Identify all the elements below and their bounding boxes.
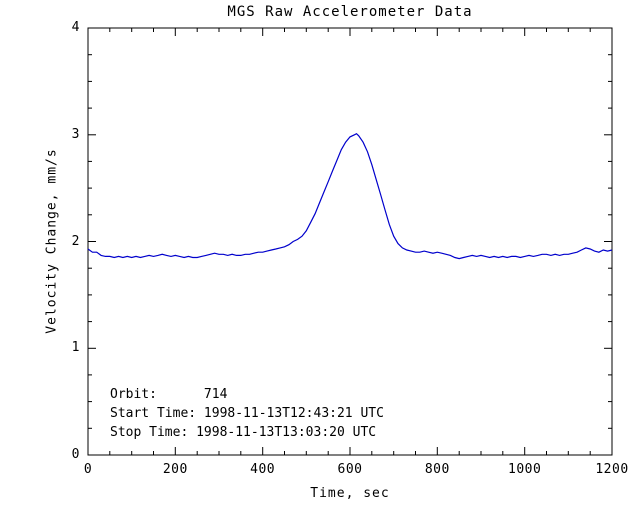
x-tick-label: 400 xyxy=(250,462,276,477)
y-tick-label: 0 xyxy=(71,447,80,462)
annotations: Orbit: 714 Start Time: 1998-11-13T12:43:… xyxy=(110,385,384,442)
y-tick-label: 2 xyxy=(71,233,80,249)
y-tick-label: 3 xyxy=(71,126,80,142)
x-axis-label: Time, sec xyxy=(310,486,390,501)
start-time-annotation: Start Time: 1998-11-13T12:43:21 UTC xyxy=(110,406,384,421)
orbit-annotation: Orbit: 714 xyxy=(110,387,228,402)
y-tick-label: 4 xyxy=(71,20,80,35)
x-tick-label: 1200 xyxy=(595,462,629,477)
x-tick-label: 0 xyxy=(83,462,93,477)
y-tick-label: 1 xyxy=(71,340,80,356)
stop-time-annotation: Stop Time: 1998-11-13T13:03:20 UTC xyxy=(110,425,377,440)
x-tick-label: 800 xyxy=(424,462,450,477)
x-tick-label: 600 xyxy=(337,462,363,477)
x-tick-label: 1000 xyxy=(508,462,542,477)
x-tick-label: 200 xyxy=(162,462,188,477)
chart-title: MGS Raw Accelerometer Data xyxy=(227,4,473,20)
